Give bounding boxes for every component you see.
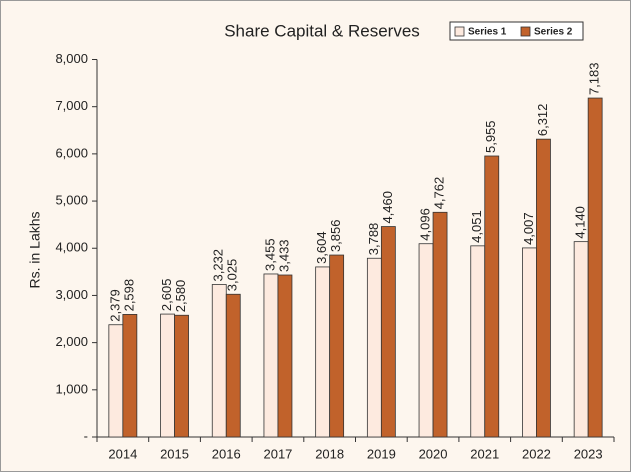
value-label: 3,856 [328, 219, 343, 252]
x-tick-label: 2023 [574, 446, 603, 461]
value-label: 3,788 [366, 223, 381, 256]
value-label: 3,604 [314, 231, 329, 264]
bar [160, 313, 175, 438]
value-label: 4,140 [573, 206, 588, 239]
value-label: 3,433 [276, 239, 291, 272]
value-label: 4,051 [469, 210, 484, 243]
y-tick-label: 1,000 [55, 381, 88, 396]
x-tick-label: 2015 [160, 446, 189, 461]
legend-box [449, 21, 584, 41]
x-tick-label: 2014 [108, 446, 137, 461]
legend-label: Series 1 [468, 27, 507, 38]
bar [277, 274, 293, 438]
bar [108, 324, 124, 438]
bar [366, 257, 382, 438]
value-label: 3,455 [262, 238, 277, 271]
bar [470, 245, 486, 438]
y-tick-label: 5,000 [55, 193, 88, 208]
value-label: 2,379 [107, 289, 122, 322]
chart-title: Share Capital & Reserves [224, 21, 420, 40]
bar [536, 138, 551, 438]
value-label: 4,460 [380, 191, 395, 224]
value-label: 3,025 [225, 259, 240, 292]
legend-swatch [520, 26, 531, 37]
value-label: 5,955 [483, 120, 498, 153]
x-tick-label: 2017 [263, 446, 292, 461]
bar [211, 284, 227, 438]
value-label: 2,580 [173, 280, 188, 313]
y-tick-label: 4,000 [55, 240, 88, 255]
legend-swatch [454, 26, 465, 37]
value-label: 3,232 [211, 249, 226, 282]
y-tick-label: 6,000 [55, 145, 88, 160]
x-tick-label: 2019 [367, 446, 396, 461]
bar [174, 314, 189, 438]
x-tick-label: 2016 [212, 446, 241, 461]
x-tick-label: 2020 [419, 446, 448, 461]
value-label: 4,096 [417, 208, 432, 241]
bar [263, 273, 279, 438]
bar [122, 314, 138, 438]
y-tick-label: 8,000 [55, 51, 88, 66]
bar [432, 211, 448, 438]
x-tick-label: 2021 [470, 446, 499, 461]
bar [315, 266, 331, 438]
y-tick-label: 2,000 [55, 334, 88, 349]
y-tick-label: 3,000 [55, 287, 88, 302]
x-tick-label: 2022 [522, 446, 551, 461]
y-tick-label: - [84, 428, 88, 443]
bar [522, 247, 537, 438]
bar [587, 97, 603, 438]
bar [418, 243, 434, 438]
legend-label: Series 2 [534, 27, 573, 38]
value-label: 4,762 [431, 177, 446, 210]
bar [573, 241, 589, 438]
value-label: 7,183 [587, 63, 602, 96]
value-label: 4,007 [521, 212, 536, 245]
bar [484, 155, 500, 438]
bar [225, 293, 241, 438]
bar [380, 226, 396, 438]
x-tick-label: 2018 [315, 446, 344, 461]
value-label: 2,598 [121, 279, 136, 312]
y-axis-label: Rs. in Lakhs [27, 211, 43, 288]
value-label: 6,312 [535, 104, 550, 137]
bar [329, 254, 345, 438]
y-tick-label: 7,000 [55, 98, 88, 113]
value-label: 2,605 [159, 279, 174, 312]
